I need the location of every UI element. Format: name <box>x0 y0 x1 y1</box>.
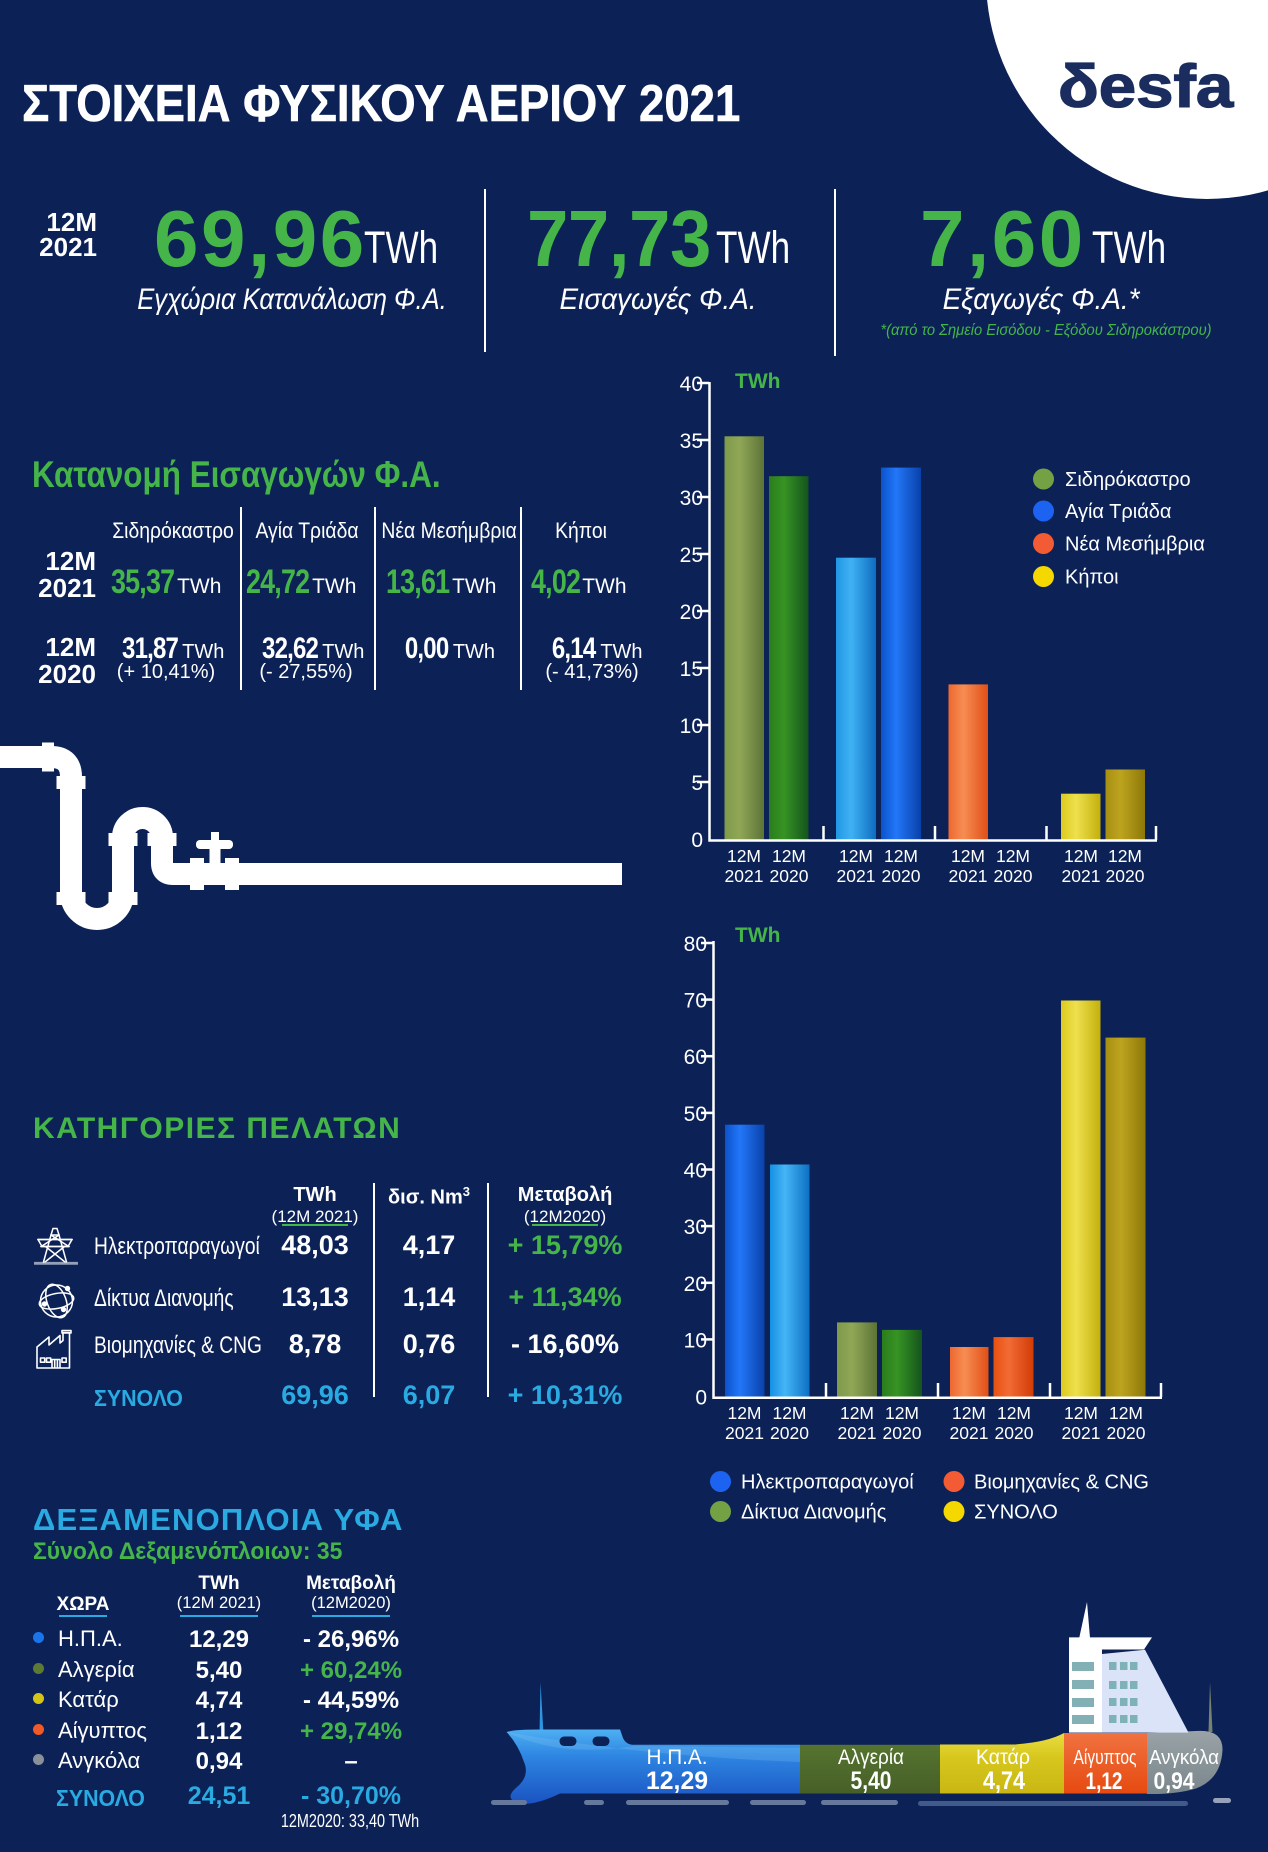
svg-text:2020: 2020 <box>1106 866 1145 886</box>
svg-text:2020: 2020 <box>883 1423 922 1443</box>
svg-text:4,74: 4,74 <box>983 1767 1025 1795</box>
svg-text:12M: 12M <box>772 1403 806 1423</box>
svg-text:Νέα Μεσήμβρια: Νέα Μεσήμβρια <box>1065 534 1205 556</box>
svg-text:40: 40 <box>684 1160 707 1183</box>
svg-text:20: 20 <box>684 1273 707 1296</box>
svg-text:5,40: 5,40 <box>851 1767 892 1795</box>
svg-text:Δίκτυα Διανομής: Δίκτυα Διανομής <box>741 1502 887 1524</box>
svg-text:30: 30 <box>684 1216 707 1239</box>
svg-text:12M: 12M <box>1108 846 1142 866</box>
svg-text:35: 35 <box>680 430 703 453</box>
svg-text:25: 25 <box>680 544 703 567</box>
svg-text:2021: 2021 <box>950 1423 989 1443</box>
svg-text:TWh: TWh <box>735 370 780 393</box>
svg-text:2020: 2020 <box>882 866 921 886</box>
svg-text:12M: 12M <box>839 846 873 866</box>
svg-text:12M: 12M <box>997 1403 1031 1423</box>
svg-text:2020: 2020 <box>770 1423 809 1443</box>
svg-text:12M: 12M <box>1064 1403 1098 1423</box>
svg-text:0: 0 <box>691 829 703 852</box>
svg-text:Αλγερία: Αλγερία <box>838 1746 904 1769</box>
svg-text:Βιομηχανίες & CNG: Βιομηχανίες & CNG <box>974 1472 1149 1494</box>
svg-text:ΣΥΝΟΛΟ: ΣΥΝΟΛΟ <box>974 1502 1058 1524</box>
svg-text:30: 30 <box>680 487 703 510</box>
svg-text:2021: 2021 <box>837 866 876 886</box>
svg-text:Ηλεκτροπαραγωγοί: Ηλεκτροπαραγωγοί <box>741 1472 914 1494</box>
svg-text:12,29: 12,29 <box>646 1767 708 1795</box>
svg-text:Αγία Τριάδα: Αγία Τριάδα <box>1065 501 1171 523</box>
svg-text:12M: 12M <box>772 846 806 866</box>
svg-text:2021: 2021 <box>725 1423 764 1443</box>
svg-text:0: 0 <box>695 1387 707 1410</box>
svg-text:Ανγκόλα: Ανγκόλα <box>1149 1747 1219 1769</box>
svg-text:Κατάρ: Κατάρ <box>976 1746 1030 1769</box>
svg-text:60: 60 <box>684 1046 707 1069</box>
svg-text:Η.Π.Α.: Η.Π.Α. <box>647 1746 708 1769</box>
svg-text:2020: 2020 <box>995 1423 1034 1443</box>
svg-text:12M: 12M <box>951 846 985 866</box>
svg-text:12M: 12M <box>885 1403 919 1423</box>
svg-text:80: 80 <box>684 933 707 956</box>
svg-text:Σιδηρόκαστρο: Σιδηρόκαστρο <box>1065 469 1191 491</box>
svg-text:2020: 2020 <box>1107 1423 1146 1443</box>
svg-text:5: 5 <box>691 772 703 795</box>
svg-text:12M: 12M <box>727 846 761 866</box>
svg-text:TWh: TWh <box>735 924 780 947</box>
svg-text:10: 10 <box>684 1329 707 1352</box>
svg-text:Αίγυπτος: Αίγυπτος <box>1074 1747 1137 1769</box>
svg-text:12M: 12M <box>884 846 918 866</box>
svg-text:2021: 2021 <box>949 866 988 886</box>
svg-text:12M: 12M <box>952 1403 986 1423</box>
svg-text:20: 20 <box>680 601 703 624</box>
svg-text:2021: 2021 <box>1062 866 1101 886</box>
svg-text:12M: 12M <box>840 1403 874 1423</box>
svg-text:2021: 2021 <box>725 866 764 886</box>
svg-text:12M: 12M <box>727 1403 761 1423</box>
svg-text:2020: 2020 <box>994 866 1033 886</box>
svg-text:0,94: 0,94 <box>1154 1768 1196 1795</box>
svg-text:1,12: 1,12 <box>1086 1768 1123 1795</box>
svg-text:2021: 2021 <box>1062 1423 1101 1443</box>
svg-text:70: 70 <box>684 990 707 1013</box>
svg-text:40: 40 <box>680 373 703 396</box>
svg-text:10: 10 <box>680 715 703 738</box>
svg-text:Κήποι: Κήποι <box>1065 567 1119 589</box>
svg-text:12M: 12M <box>1064 846 1098 866</box>
svg-text:50: 50 <box>684 1103 707 1126</box>
svg-text:15: 15 <box>680 658 703 681</box>
svg-text:12M: 12M <box>996 846 1030 866</box>
svg-text:12M: 12M <box>1109 1403 1143 1423</box>
svg-text:2020: 2020 <box>770 866 809 886</box>
svg-text:2021: 2021 <box>838 1423 877 1443</box>
